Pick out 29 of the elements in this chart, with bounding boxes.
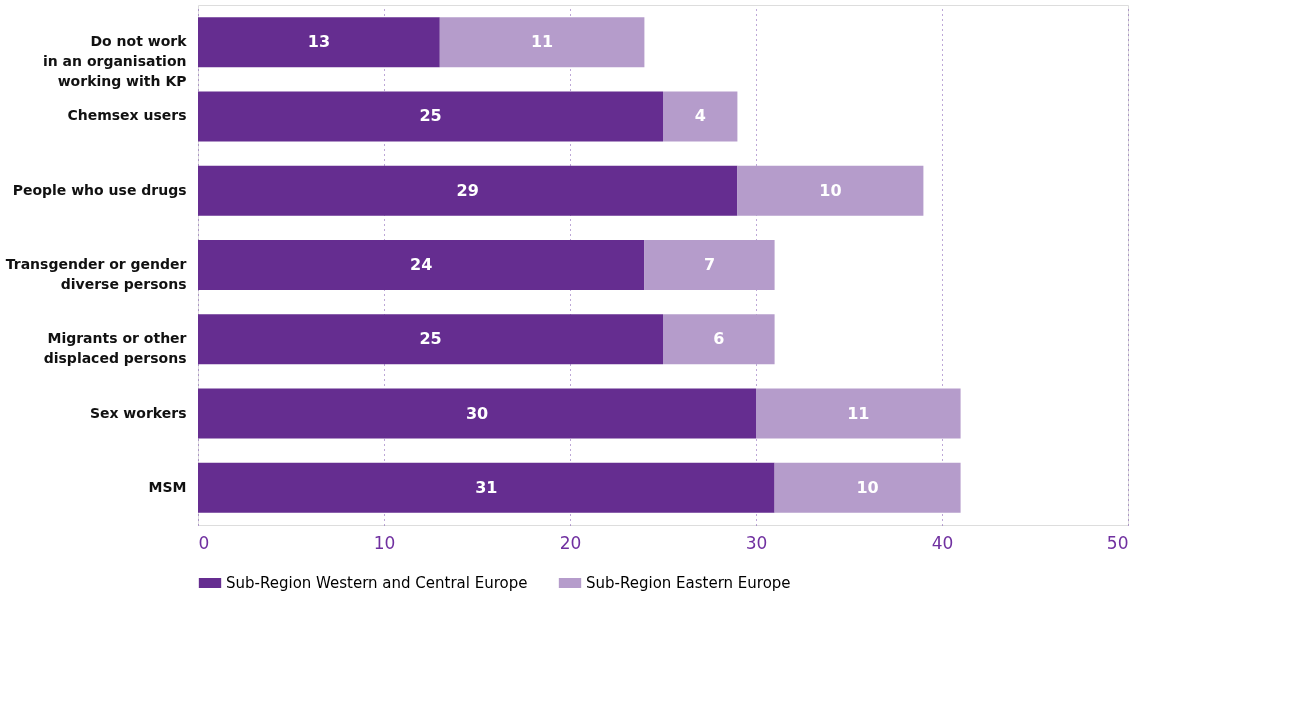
- data-label: 7: [703, 255, 716, 274]
- data-label: 30: [465, 403, 489, 423]
- x-tick-label: 20: [559, 532, 582, 553]
- y-tick-label: Chemsex users: [67, 107, 187, 124]
- data-label: 25: [419, 106, 442, 126]
- y-tick-label: People who use drugs: [12, 181, 187, 198]
- x-tick-label: 10: [373, 532, 396, 553]
- legend-label: Sub-Region Western and Central Europe: [226, 574, 528, 592]
- legend-label: Sub-Region Eastern Europe: [586, 574, 791, 592]
- data-label: 31: [475, 477, 498, 497]
- y-tick-label: Transgender or gender diverse persons: [5, 256, 187, 292]
- y-tick-label: MSM: [148, 478, 187, 495]
- data-label: 11: [847, 403, 870, 423]
- data-label: 11: [530, 32, 554, 52]
- y-tick-label: Do not work in an organisation working with KP: [42, 33, 188, 90]
- data-label: 6: [713, 329, 725, 349]
- data-label: 4: [694, 106, 706, 126]
- y-tick-label: Migrants or other displaced persons: [43, 330, 187, 367]
- x-tick-label: 50: [1106, 532, 1129, 553]
- data-label: 13: [307, 32, 331, 52]
- data-label: 25: [419, 329, 442, 349]
- x-tick-label: 30: [745, 532, 768, 553]
- data-label: 24: [410, 255, 433, 274]
- data-label: 29: [456, 180, 479, 200]
- y-tick-label: Sex workers: [89, 404, 187, 421]
- x-tick-label: 40: [931, 532, 954, 553]
- x-tick-label: 0: [198, 532, 210, 553]
- data-label: 10: [819, 180, 842, 200]
- data-label: 10: [856, 477, 879, 497]
